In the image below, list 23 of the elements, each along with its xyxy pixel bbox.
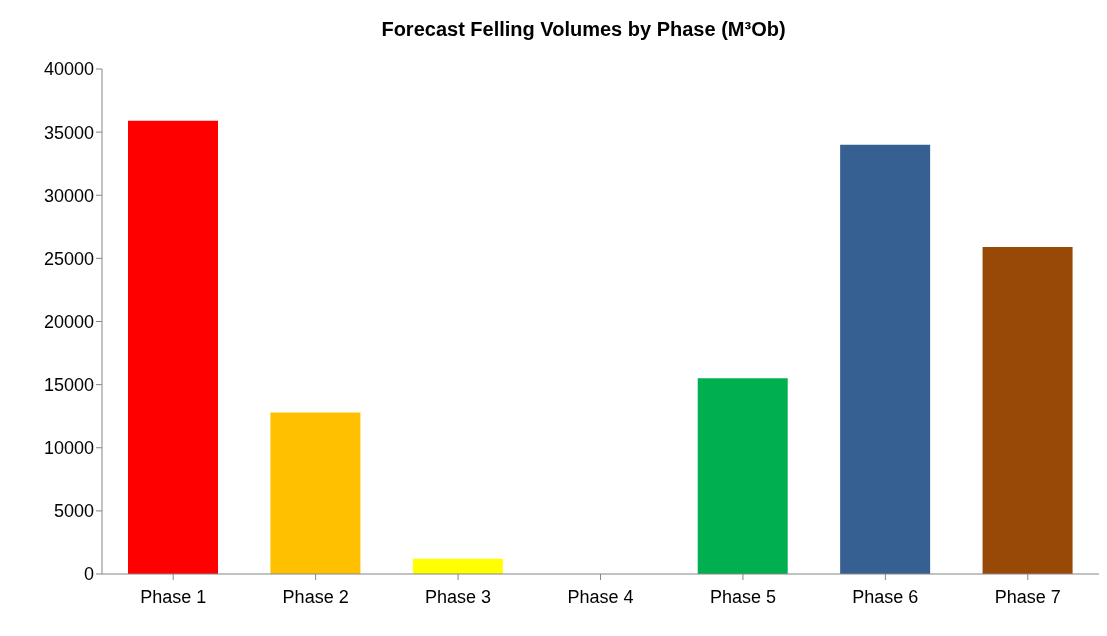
bar xyxy=(697,378,788,574)
x-tick-label: Phase 7 xyxy=(994,586,1061,607)
bar xyxy=(270,412,361,574)
y-tick-label: 30000 xyxy=(43,185,94,206)
x-tick-label: Phase 3 xyxy=(425,586,492,607)
chart-title: Forecast Felling Volumes by Phase (M³Ob) xyxy=(380,18,787,41)
bar xyxy=(982,247,1073,574)
x-tick-label: Phase 1 xyxy=(140,586,207,607)
y-tick-label: 15000 xyxy=(43,375,94,396)
y-tick-label: 40000 xyxy=(43,59,94,80)
x-tick-label: Phase 6 xyxy=(852,586,919,607)
x-tick-label: Phase 2 xyxy=(282,586,349,607)
y-tick-label: 35000 xyxy=(43,122,94,143)
bar xyxy=(128,120,218,574)
bar xyxy=(412,558,503,574)
y-tick-label: 0 xyxy=(83,564,94,585)
y-tick-label: 5000 xyxy=(53,501,94,522)
x-tick-label: Phase 5 xyxy=(709,586,776,607)
x-tick-label: Phase 4 xyxy=(567,586,634,607)
y-tick-label: 20000 xyxy=(43,311,94,332)
y-tick-label: 25000 xyxy=(43,248,94,269)
y-tick-label: 10000 xyxy=(43,438,94,459)
bar xyxy=(840,144,931,574)
